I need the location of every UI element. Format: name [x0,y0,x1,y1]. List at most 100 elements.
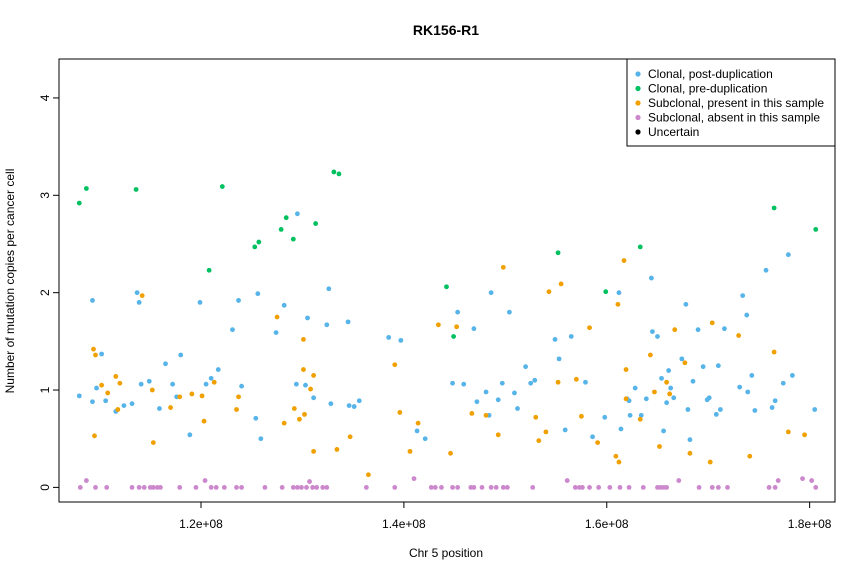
data-point [234,484,239,490]
data-point [623,396,629,402]
data-point [696,484,702,490]
data-point [294,211,300,217]
data-point [661,428,666,434]
data-point [602,414,608,420]
data-point [772,484,778,490]
data-point [415,420,421,426]
data-point [308,386,313,392]
data-point [129,484,135,490]
data-point [552,337,558,342]
data-point [664,484,670,490]
data-point [450,380,455,386]
data-point [533,414,539,420]
data-point [258,436,264,442]
data-point [213,484,219,490]
data-point [707,459,713,465]
data-point [683,301,689,307]
data-point [687,450,693,456]
data-point [451,334,456,339]
data-point [450,484,455,490]
data-point [536,438,542,444]
data-point [809,478,815,483]
data-point [305,315,310,321]
data-point [515,406,520,411]
data-point [168,405,173,410]
data-point [422,436,428,442]
data-point [676,478,682,483]
data-point [76,393,82,399]
data-point [193,484,199,490]
data-point [709,320,715,326]
legend-marker [635,71,641,77]
data-point [523,364,529,370]
data-point [150,440,156,446]
data-point [590,434,595,440]
data-point [76,200,82,206]
data-point [281,302,287,308]
legend-marker [635,114,641,121]
data-point [411,476,417,482]
data-point [83,478,89,483]
data-point [208,484,214,490]
x-axis: 1.2e+08 1.4e+08 1.6e+08 1.8e+08 [179,502,832,531]
data-point [695,327,701,333]
data-point [650,329,655,335]
data-point [745,389,751,395]
data-point [189,391,195,397]
data-point [640,484,646,490]
data-point [474,399,480,405]
data-point [471,484,477,490]
data-point [715,363,721,369]
data-point [146,378,152,384]
data-point [749,373,755,378]
data-point [236,394,241,400]
data-point [532,377,538,383]
data-point [163,361,168,367]
data-point [136,300,142,305]
y-tick-label: 0 [38,484,52,491]
data-point [331,169,337,175]
data-point [346,403,352,409]
data-point [202,478,208,483]
data-point [800,476,805,482]
x-tick-label: 1.4e+08 [382,517,426,531]
data-point [201,418,207,424]
data-point [775,478,781,483]
data-point [283,215,289,221]
data-point [428,484,434,490]
y-tick-label: 4 [38,94,52,101]
data-point [407,448,413,454]
data-point [138,381,144,387]
data-point [546,289,552,295]
data-point [493,484,499,490]
data-point [139,293,145,298]
data-point [772,398,778,404]
data-point [454,324,460,330]
data-point [197,300,203,305]
data-point [356,398,362,404]
data-point [117,380,123,386]
legend-marker [635,129,641,135]
legend-marker [635,100,641,106]
data-point [439,484,444,490]
legend-label: Subclonal, present in this sample [648,96,824,110]
data-point [495,432,501,438]
data-point [211,379,217,385]
plot-frame [58,58,836,503]
data-point [206,267,212,273]
data-point [488,290,494,296]
legend-label: Subclonal, absent in this sample [648,111,820,125]
data-point [722,326,727,332]
data-point [92,433,97,439]
data-point [556,356,562,362]
data-point [113,374,119,379]
points-layer [76,169,819,490]
data-point [336,171,342,177]
data-point [93,352,98,358]
data-point [455,484,461,490]
legend-label: Uncertain [648,125,699,139]
data-point [301,367,306,372]
data-point [311,373,317,378]
data-point [530,484,536,490]
